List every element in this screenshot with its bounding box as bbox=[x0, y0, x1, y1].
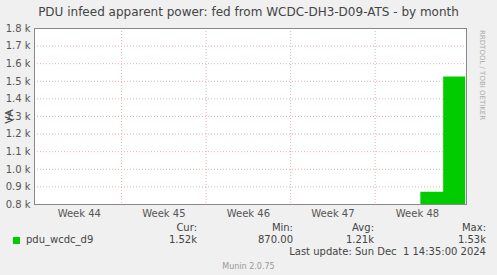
svg-text:1.0 k: 1.0 k bbox=[6, 164, 31, 175]
svg-text:1.4 k: 1.4 k bbox=[6, 93, 31, 104]
svg-text:1.2 k: 1.2 k bbox=[6, 128, 31, 139]
svg-text:Week 44: Week 44 bbox=[58, 208, 101, 219]
svg-text:1.8 k: 1.8 k bbox=[6, 24, 31, 34]
svg-text:Week 48: Week 48 bbox=[396, 208, 439, 219]
svg-text:Week 45: Week 45 bbox=[142, 208, 185, 219]
svg-text:1.7 k: 1.7 k bbox=[6, 40, 31, 51]
svg-text:1.6 k: 1.6 k bbox=[6, 58, 31, 69]
svg-text:1.5 k: 1.5 k bbox=[6, 76, 31, 87]
svg-text:Week 46: Week 46 bbox=[227, 208, 270, 219]
svg-text:1.1 k: 1.1 k bbox=[6, 146, 31, 157]
svg-text:Week 47: Week 47 bbox=[311, 208, 354, 219]
svg-text:0.8 k: 0.8 k bbox=[6, 199, 31, 210]
svg-text:0.9 k: 0.9 k bbox=[6, 181, 31, 192]
